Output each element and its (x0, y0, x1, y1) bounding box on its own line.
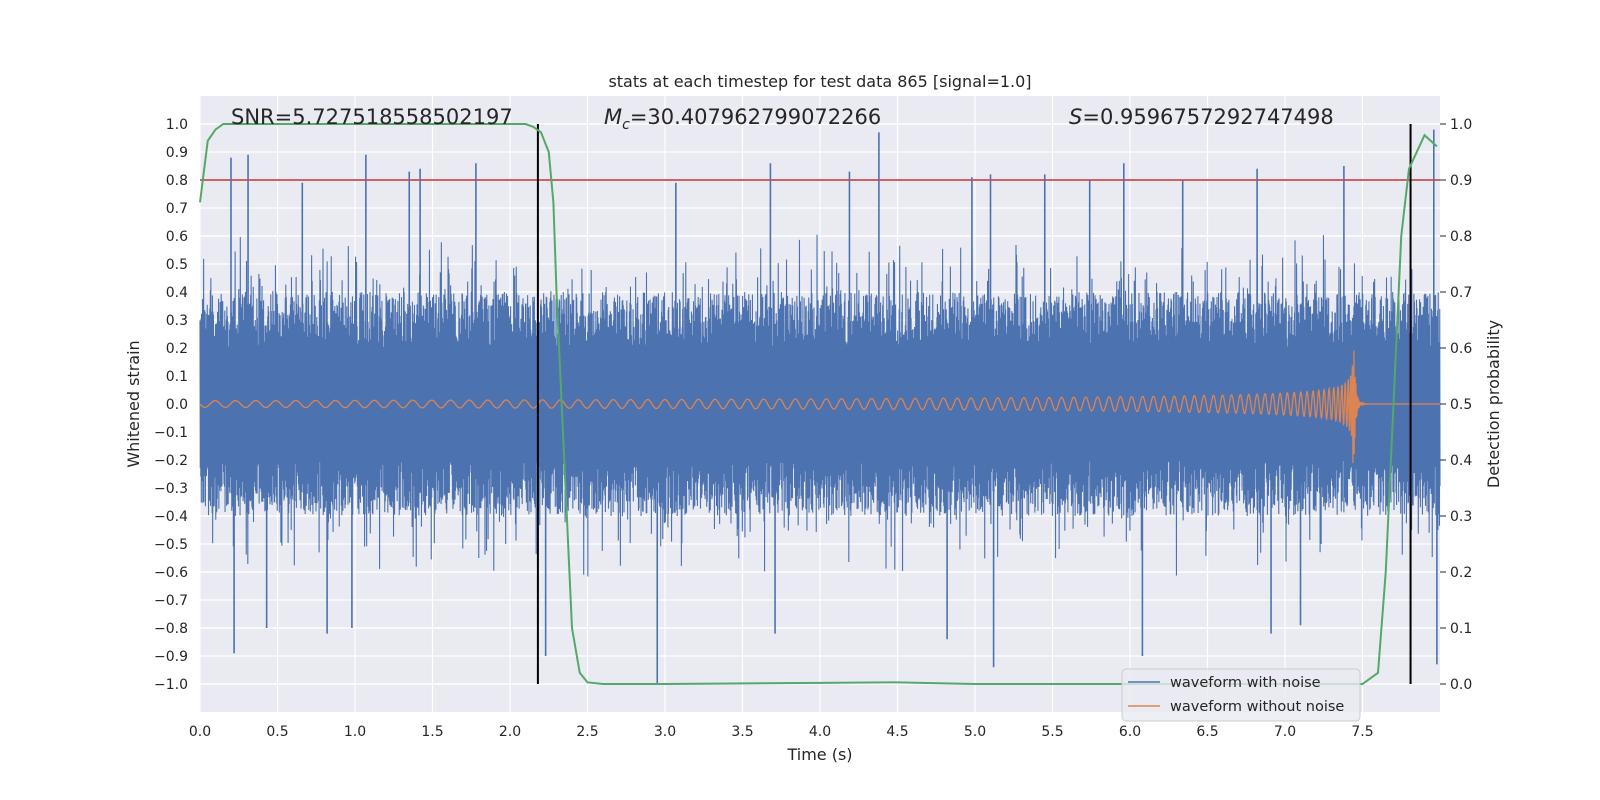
x-tick-label: 3.5 (731, 724, 753, 740)
x-tick-label: 6.5 (1196, 724, 1218, 740)
detection-probability-series (199, 123, 1438, 685)
y-tick-label: 0.1 (166, 369, 188, 385)
legend-box (1121, 668, 1361, 722)
chirp-mass-annotation: Mc=30.407962799072266 (604, 105, 881, 133)
chart-title: stats at each timestep for test data 865… (608, 72, 1031, 91)
y-tick-label: −0.6 (154, 565, 188, 581)
x-tick-label: 1.0 (344, 724, 366, 740)
legend-label-noise: waveform with noise (1170, 675, 1321, 691)
y-tick-label: 1.0 (166, 117, 188, 133)
y2-tick-label: 0.3 (1450, 509, 1472, 525)
waveform-with-noise-series (199, 129, 1441, 684)
noise-waveform-line (199, 234, 1441, 577)
y-tick-label: 0.8 (166, 173, 188, 189)
y-tick-label: 0.9 (166, 145, 188, 161)
y-tick-label: 0.6 (166, 229, 188, 245)
y-tick-label: 0.3 (166, 313, 188, 329)
detection-probability-line (199, 123, 1438, 685)
y2-tick-label: 0.1 (1450, 621, 1472, 637)
legend-label-clean: waveform without noise (1170, 699, 1344, 715)
overlays (200, 124, 1440, 684)
y-tick-label: −0.5 (154, 537, 188, 553)
y-tick-label: 0.2 (166, 341, 188, 357)
x-tick-label: 6.0 (1119, 724, 1141, 740)
x-tick-label: 0.0 (189, 724, 211, 740)
y-tick-label: −1.0 (154, 677, 188, 693)
y2-tick-label: 1.0 (1450, 117, 1472, 133)
y2-tick-label: 0.4 (1450, 453, 1472, 469)
y2-tick-label: 0.7 (1450, 285, 1472, 301)
y-tick-label: −0.4 (154, 509, 188, 525)
x-axis-label: Time (s) (786, 745, 852, 764)
snr-annotation: SNR=5.727518558502197 (231, 105, 513, 129)
x-tick-label: 0.5 (266, 724, 288, 740)
y2-tick-label: 0.8 (1450, 229, 1472, 245)
y-tick-label: −0.9 (154, 649, 188, 665)
x-tick-label: 2.0 (499, 724, 521, 740)
y-tick-label: −0.2 (154, 453, 188, 469)
x-tick-label: 2.5 (576, 724, 598, 740)
ticks: 0.0 0.5 1.0 1.5 2.0 2.5 3.0 3.5 4.0 4.5 5.0 5.5 6.0 6… (154, 117, 1472, 740)
y-tick-label: 0.4 (166, 285, 188, 301)
y-tick-label: −0.8 (154, 621, 188, 637)
x-tick-label: 5.0 (964, 724, 986, 740)
clean-waveform-line (199, 350, 1440, 464)
y2-tick-label: 0.9 (1450, 173, 1472, 189)
y-tick-label: −0.7 (154, 593, 188, 609)
x-tick-label: 4.5 (886, 724, 908, 740)
x-tick-label: 5.5 (1041, 724, 1063, 740)
y2-tick-label: 0.5 (1450, 397, 1472, 413)
waveform-without-noise-series (199, 350, 1440, 464)
y2-tick-label: 0.0 (1450, 677, 1472, 693)
x-tick-label: 7.0 (1274, 724, 1296, 740)
legend: waveform with noise waveform without noi… (1121, 668, 1361, 722)
y-tick-label: 0.5 (166, 257, 188, 273)
x-tick-label: 4.0 (809, 724, 831, 740)
y-tick-label: 0.7 (166, 201, 188, 217)
y-tick-label: 0.0 (166, 397, 188, 413)
y-axis-label: Whitened strain (124, 340, 143, 467)
y2-tick-label: 0.6 (1450, 341, 1472, 357)
x-tick-label: 1.5 (421, 724, 443, 740)
score-annotation: S=0.9596757292747498 (1069, 105, 1334, 129)
y-tick-label: −0.3 (154, 481, 188, 497)
y-tick-label: −0.1 (154, 425, 188, 441)
x-tick-label: 3.0 (654, 724, 676, 740)
y2-tick-label: 0.2 (1450, 565, 1472, 581)
x-tick-label: 7.5 (1351, 724, 1373, 740)
y2-axis-label: Detection probability (1484, 320, 1503, 488)
